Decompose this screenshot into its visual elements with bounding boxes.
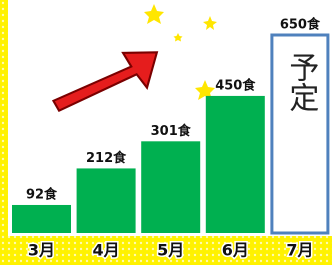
category-label: 6月 <box>222 241 249 260</box>
category-label: 3月 <box>28 241 55 260</box>
chart: 92食 3月 212食 4月 301食 5月 450食 6月 650食 7月 予定 <box>0 0 332 265</box>
annotation: 予定 <box>283 52 318 112</box>
category-label: 7月 <box>286 241 313 260</box>
value-label: 650食 <box>280 17 321 33</box>
value-label: 450食 <box>215 77 256 93</box>
bar <box>141 141 200 233</box>
category-label: 4月 <box>93 241 120 260</box>
value-label: 212食 <box>86 150 127 166</box>
bar <box>206 96 265 233</box>
bar <box>12 205 71 233</box>
category-label: 5月 <box>157 241 184 260</box>
bar <box>77 168 136 233</box>
value-label: 92食 <box>26 186 58 202</box>
value-label: 301食 <box>151 123 192 139</box>
